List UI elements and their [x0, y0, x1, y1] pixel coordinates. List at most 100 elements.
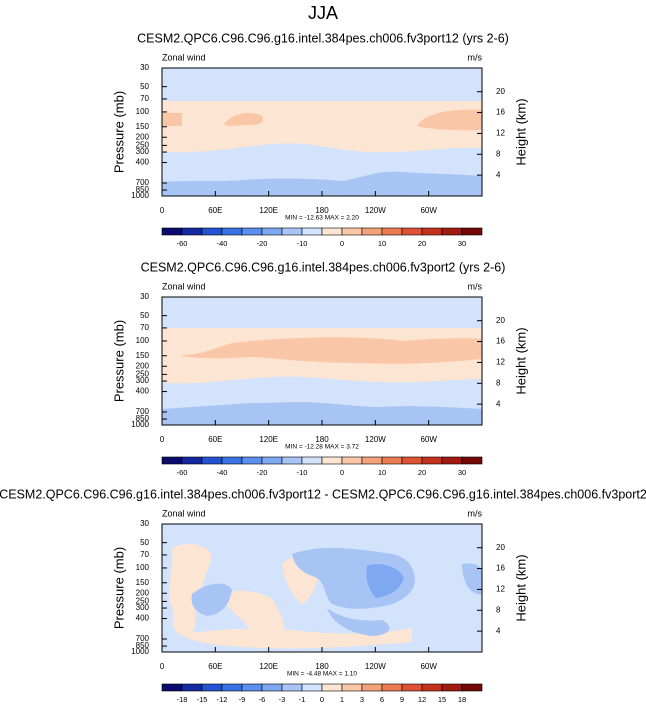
colorbar-box — [361, 227, 383, 236]
colorbar-box — [401, 227, 423, 236]
colorbar-label: -3 — [279, 695, 286, 704]
y-tick-label: 1000 — [131, 191, 149, 200]
y2-tick-label: 12 — [496, 129, 505, 138]
colorbar-label: 20 — [418, 468, 426, 477]
left-label: Zonal wind — [162, 52, 206, 62]
y2-tick-label: 8 — [496, 378, 501, 387]
y2-tick-label: 4 — [496, 170, 501, 179]
y-tick-label: 150 — [136, 578, 150, 587]
colorbar-label: 9 — [400, 695, 404, 704]
colorbar-box — [161, 683, 183, 692]
colorbar-label: -6 — [259, 695, 266, 704]
y-tick-label: 700 — [136, 407, 150, 416]
colorbar-label: 15 — [438, 695, 446, 704]
y-tick-label: 200 — [136, 588, 150, 597]
colorbar-label: 3 — [360, 695, 364, 704]
colorbar-box — [281, 227, 303, 236]
colorbar-label: 12 — [418, 695, 426, 704]
y-axis-label: Pressure (mb) — [111, 91, 126, 173]
colorbar-box — [381, 683, 403, 692]
colorbar-label: -10 — [297, 239, 308, 248]
colorbar-label: -20 — [257, 239, 268, 248]
colorbar-label: 30 — [458, 468, 466, 477]
colorbar-box — [461, 456, 483, 465]
x-tick-label: 120W — [365, 662, 386, 671]
y2-tick-label: 4 — [496, 626, 501, 635]
y-tick-label: 300 — [136, 603, 150, 612]
colorbar-box — [241, 456, 263, 465]
y-tick-label: 30 — [140, 519, 149, 528]
y-tick-label: 100 — [136, 563, 150, 572]
contour-fill — [169, 543, 212, 636]
colorbar-label: -12 — [217, 695, 228, 704]
colorbar-box — [281, 683, 303, 692]
colorbar-label: 10 — [378, 239, 386, 248]
x-tick-label: 0 — [160, 435, 165, 444]
contour-fill — [462, 563, 482, 595]
y-tick-label: 250 — [136, 597, 150, 606]
y2-axis-label: Height (km) — [513, 327, 528, 394]
x-tick-label: 60E — [208, 662, 222, 671]
colorbar-box — [381, 227, 403, 236]
y-axis-label: Pressure (mb) — [111, 320, 126, 402]
y-axis-label: Pressure (mb) — [111, 547, 126, 629]
figure-title: JJA — [308, 3, 338, 23]
x-tick-label: 120E — [259, 662, 278, 671]
colorbar-box — [461, 683, 483, 692]
colorbar-box — [441, 456, 463, 465]
colorbar-label: -10 — [297, 468, 308, 477]
colorbar-label: -20 — [257, 468, 268, 477]
colorbar-label: -9 — [239, 695, 246, 704]
y2-tick-label: 20 — [496, 543, 505, 552]
colorbar-box — [221, 227, 243, 236]
y-tick-label: 30 — [140, 292, 149, 301]
stats: MIN = -12.63 MAX = 2.20 — [285, 215, 359, 222]
right-label: m/s — [468, 281, 483, 291]
colorbar-label: -60 — [177, 239, 188, 248]
y-tick-label: 250 — [136, 370, 150, 379]
contour-fill — [182, 628, 412, 649]
right-label: m/s — [468, 508, 483, 518]
x-tick-label: 180 — [315, 662, 329, 671]
contour-fill — [366, 564, 404, 598]
panel-title: CESM2.QPC6.C96.C96.g16.intel.384pes.ch00… — [137, 31, 509, 45]
left-label: Zonal wind — [162, 508, 206, 518]
colorbar-box — [161, 456, 183, 465]
colorbar-box — [261, 227, 283, 236]
colorbar-box — [161, 227, 183, 236]
y-tick-label: 400 — [136, 387, 150, 396]
colorbar-box — [261, 683, 283, 692]
y-tick-label: 1000 — [131, 420, 149, 429]
colorbar-label: -1 — [299, 695, 306, 704]
colorbar-label: 1 — [340, 695, 344, 704]
colorbar-box — [181, 227, 203, 236]
colorbar-label: -18 — [177, 695, 188, 704]
x-tick-label: 120E — [259, 435, 278, 444]
colorbar-box — [321, 683, 343, 692]
y-tick-label: 50 — [140, 82, 149, 91]
x-tick-label: 0 — [160, 662, 165, 671]
colorbar-box — [201, 683, 223, 692]
y2-tick-label: 4 — [496, 399, 501, 408]
y-tick-label: 400 — [136, 158, 150, 167]
y2-tick-label: 16 — [496, 564, 505, 573]
colorbar-box — [281, 456, 303, 465]
y-tick-label: 70 — [140, 94, 149, 103]
contour-fill — [191, 583, 232, 616]
colorbar-box — [421, 683, 443, 692]
y2-tick-label: 20 — [496, 316, 505, 325]
contour-fill — [162, 171, 482, 196]
stats: MIN = -12.28 MAX = 3.72 — [285, 444, 359, 451]
colorbar-label: 20 — [418, 239, 426, 248]
x-tick-label: 60W — [420, 435, 437, 444]
stats: MIN = -4.48 MAX = 1.10 — [287, 671, 357, 678]
colorbar-box — [361, 456, 383, 465]
colorbar-box — [381, 456, 403, 465]
colorbar-label: -40 — [217, 468, 228, 477]
colorbar-box — [461, 227, 483, 236]
right-label: m/s — [468, 52, 483, 62]
y-tick-label: 300 — [136, 147, 150, 156]
panel-title: CESM2.QPC6.C96.C96.g16.intel.384pes.ch00… — [0, 487, 646, 501]
contour-fill — [162, 402, 482, 425]
